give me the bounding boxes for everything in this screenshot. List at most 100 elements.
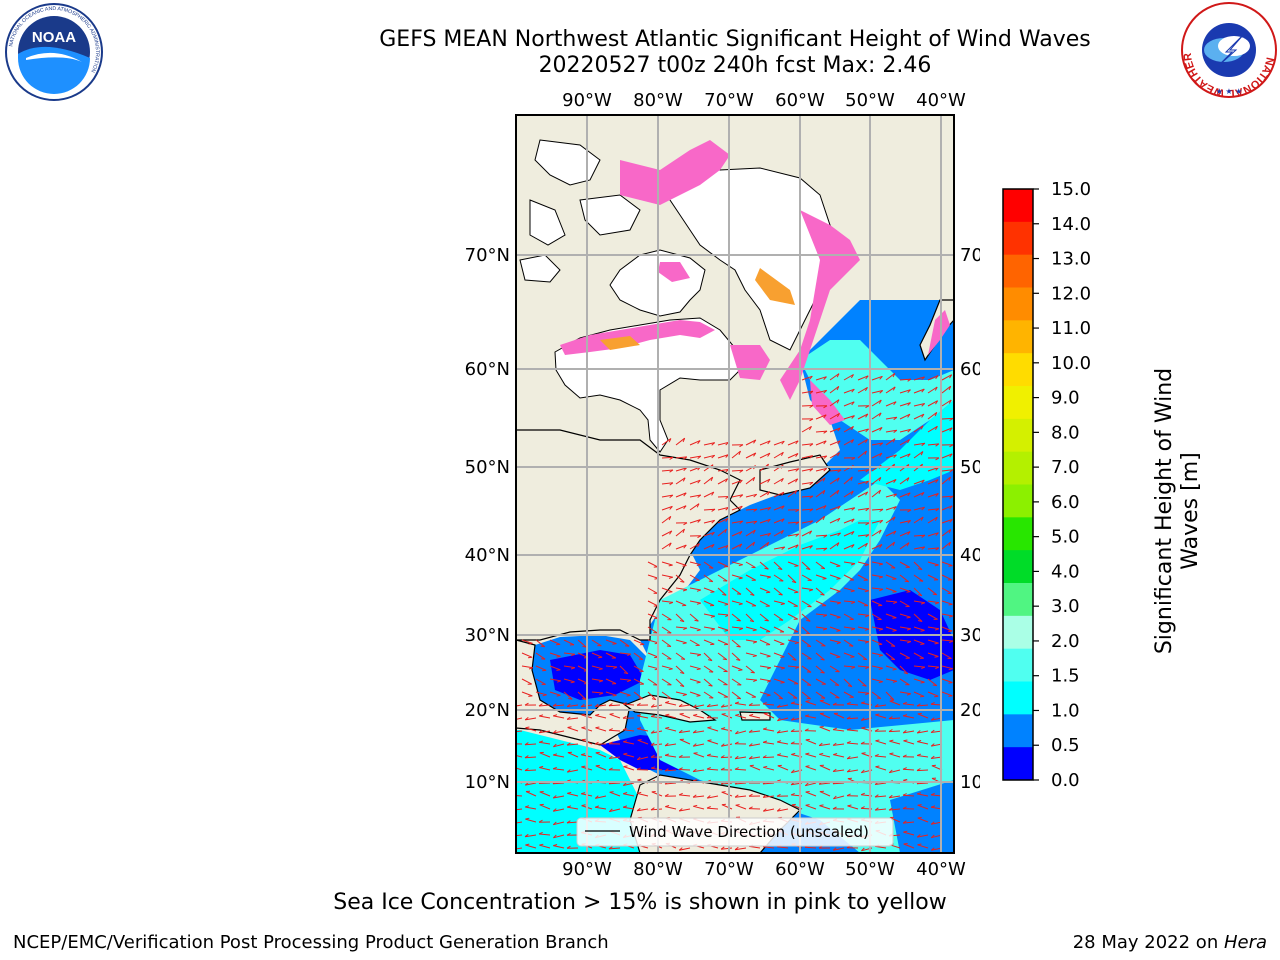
wave-direction-arrow (885, 530, 897, 537)
lon-label: 70°W (704, 90, 754, 111)
wave-direction-arrowhead (833, 795, 837, 800)
wave-direction-arrowhead (736, 697, 741, 700)
wave-direction-arrowhead (608, 767, 613, 771)
wave-direction-arrow (525, 782, 537, 786)
wave-direction-arrowhead (921, 413, 925, 418)
wave-direction-arrow (745, 678, 757, 681)
wave-direction-arrow (707, 740, 719, 745)
wave-direction-arrowhead (679, 620, 685, 623)
wave-direction-arrowhead (921, 546, 926, 550)
wave-direction-arrow (525, 791, 537, 797)
wave-direction-arrow (693, 743, 705, 747)
wave-direction-arrowhead (865, 428, 869, 433)
wave-direction-arrowhead (623, 752, 628, 755)
wave-direction-arrowhead (878, 477, 882, 482)
wave-direction-arrow (623, 793, 635, 797)
wave-direction-arrow (843, 507, 855, 511)
wave-direction-arrow (693, 752, 705, 758)
wave-direction-arrowhead (820, 567, 825, 570)
wave-direction-arrow (815, 652, 825, 661)
wave-direction-arrowhead (864, 387, 868, 392)
map-frame (515, 114, 955, 854)
wave-direction-arrowhead (566, 703, 571, 707)
wave-direction-arrowhead (752, 629, 757, 632)
wave-direction-arrow (875, 782, 887, 785)
colorbar-tick-label: 5.0 (1051, 527, 1080, 548)
wave-direction-arrow (801, 425, 812, 433)
noaa-logo: NOAA NATIONAL OCEANIC AND ATMOSPHERIC AD… (5, 3, 103, 101)
colorbar: 15.0 14.0 13.0 12.0 11.0 10.0 9.0 8.0 7.0 6.0 5.0 4… (1002, 179, 1091, 790)
wave-direction-arrow (847, 729, 859, 732)
wave-direction-arrowhead (706, 795, 711, 799)
lon-labels-bottom: 90°W 80°W 70°W 60°W 50°W 40°W (562, 859, 966, 880)
wave-direction-arrow (885, 401, 897, 407)
wave-direction-arrowhead (920, 643, 925, 645)
wave-direction-arrow (815, 665, 825, 674)
wave-direction-arrowhead (697, 479, 701, 484)
wave-direction-arrow (913, 403, 925, 407)
wave-direction-arrow (538, 704, 551, 707)
wave-direction-arrowhead (850, 628, 856, 631)
wave-direction-arrow (903, 821, 915, 824)
wave-direction-arrow (899, 691, 911, 695)
wave-direction-arrowhead (949, 505, 953, 510)
wave-direction-arrow (731, 561, 743, 566)
wave-direction-arrowhead (846, 740, 851, 744)
wave-direction-arrow (552, 704, 565, 707)
wave-direction-arrow (885, 438, 896, 446)
wave-direction-arrow (623, 766, 635, 771)
wave-direction-arrow (885, 429, 897, 433)
wave-direction-arrowhead (622, 715, 627, 719)
wave-direction-arrow (899, 520, 911, 524)
wave-direction-arrowhead (893, 479, 897, 484)
wave-direction-arrow (745, 639, 757, 643)
wave-direction-arrow (735, 804, 747, 810)
wave-direction-arrow (899, 477, 910, 485)
wave-direction-arrow (759, 639, 771, 646)
wave-direction-arrow (759, 678, 771, 682)
wave-direction-arrowhead (837, 427, 841, 432)
wave-direction-arrow (731, 600, 743, 605)
wave-direction-arrow (717, 454, 729, 459)
wave-direction-arrowhead (725, 544, 729, 549)
wave-direction-arrow (703, 574, 714, 582)
wave-direction-arrowhead (777, 779, 782, 782)
wave-direction-arrow (805, 804, 817, 810)
wave-direction-arrowhead (566, 716, 571, 720)
wave-direction-arrow (829, 517, 841, 524)
wave-direction-arrow (773, 574, 784, 582)
colorbar-tick-label: 8.0 (1051, 422, 1080, 443)
wave-direction-arrowhead (907, 378, 912, 382)
wave-direction-arrow (847, 769, 859, 773)
wave-direction-arrow (899, 428, 911, 433)
wave-direction-arrow (595, 765, 607, 771)
wave-direction-arrowhead (893, 601, 898, 605)
wave-direction-arrowhead (528, 642, 533, 645)
wave-direction-arrow (661, 587, 673, 593)
lon-label: 90°W (562, 90, 612, 111)
wave-direction-arrowhead (836, 656, 841, 658)
wave-direction-arrow (524, 769, 537, 772)
wave-direction-arrow (567, 717, 579, 720)
wave-direction-arrowhead (582, 698, 587, 700)
wave-direction-arrowhead (934, 564, 939, 567)
wave-direction-arrow (566, 821, 579, 824)
wave-direction-arrow (787, 468, 799, 472)
wave-direction-arrowhead (906, 628, 911, 631)
legend-label: Wind Wave Direction (unscaled) (629, 823, 869, 841)
wave-direction-arrowhead (736, 645, 741, 648)
wave-direction-arrow (773, 665, 785, 669)
wave-direction-arrow (689, 613, 699, 622)
footnote: Sea Ice Concentration > 15% is shown in … (333, 890, 947, 915)
wave-direction-arrowhead (795, 468, 800, 472)
wave-direction-arrowhead (668, 516, 672, 521)
wave-direction-arrow (843, 561, 855, 565)
wave-direction-arrow (675, 613, 685, 622)
colorbar-tick-label: 3.0 (1051, 596, 1080, 617)
wave-direction-arrow (815, 489, 826, 498)
wave-direction-arrowhead (777, 753, 782, 756)
wave-direction-arrowhead (594, 805, 600, 808)
wave-direction-arrowhead (750, 671, 755, 674)
wave-direction-arrow (927, 375, 939, 381)
wave-direction-arrow (847, 756, 859, 760)
